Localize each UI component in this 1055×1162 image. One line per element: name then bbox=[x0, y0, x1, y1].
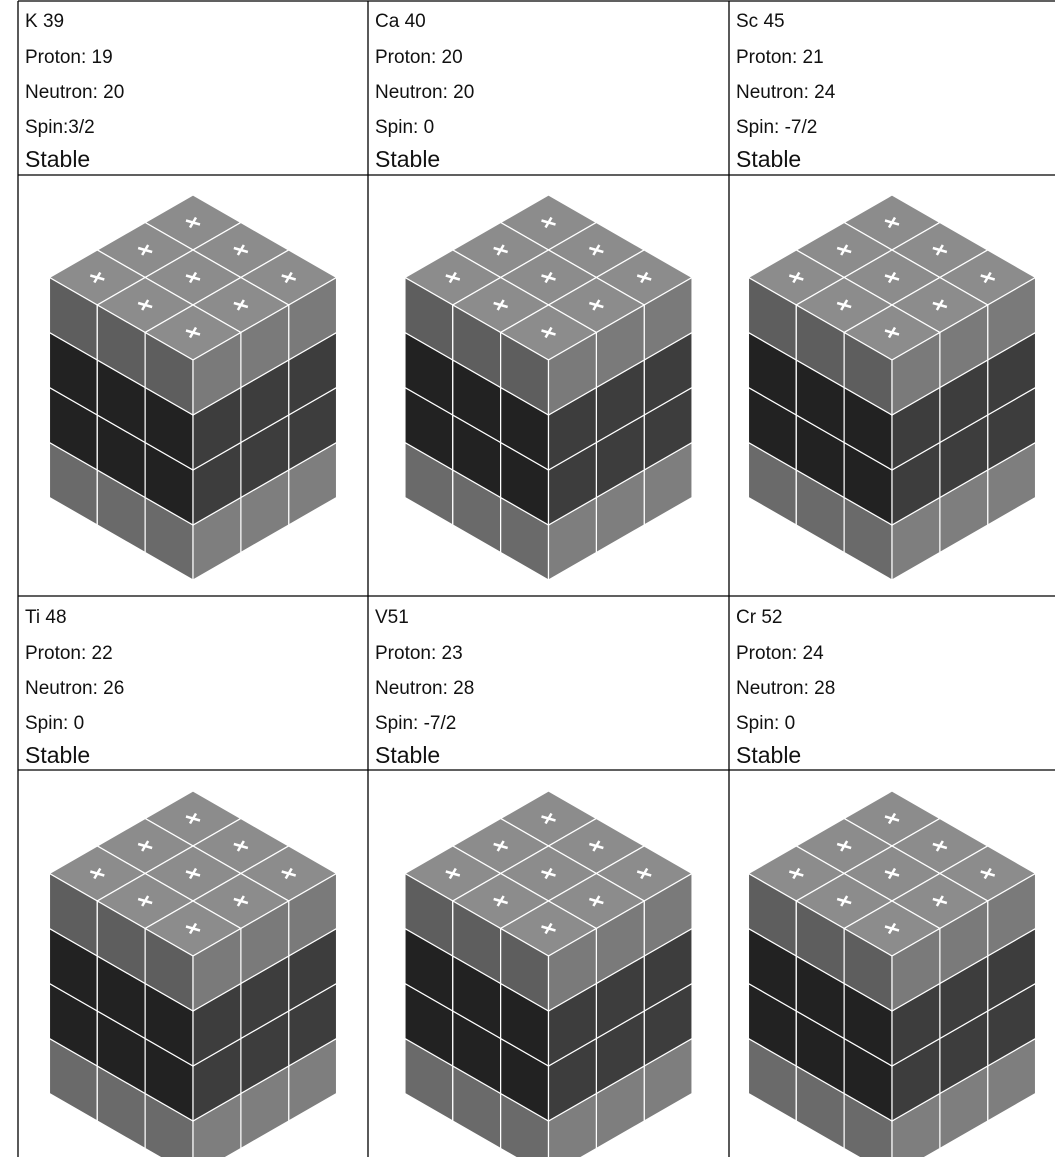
nuclide-property: Spin: -7/2 bbox=[736, 117, 817, 138]
nuclide-property: Spin: 0 bbox=[25, 713, 84, 734]
nuclide-property: Spin:3/2 bbox=[25, 117, 95, 138]
plus-mark bbox=[640, 867, 649, 880]
nuclide-status: Stable bbox=[375, 742, 440, 768]
plus-mark bbox=[93, 867, 102, 880]
plus-mark bbox=[496, 895, 505, 907]
plus-mark bbox=[188, 326, 198, 339]
nuclide-name: V51 bbox=[375, 607, 409, 628]
plus-mark bbox=[544, 812, 553, 825]
plus-mark bbox=[188, 216, 198, 229]
nuclide-status: Stable bbox=[736, 742, 801, 768]
plus-mark bbox=[496, 244, 505, 256]
plus-mark bbox=[236, 840, 245, 852]
cube-right bbox=[547, 331, 597, 417]
nuclide-property: Proton: 19 bbox=[25, 47, 113, 68]
nuclide-status: Stable bbox=[375, 146, 440, 172]
cube-model bbox=[48, 194, 338, 582]
plus-mark bbox=[592, 840, 601, 852]
nuclide-name: Ti 48 bbox=[25, 607, 67, 628]
nuclide-property: Spin: -7/2 bbox=[375, 713, 456, 734]
nuclide-status: Stable bbox=[25, 742, 90, 768]
nuclide-property: Neutron: 24 bbox=[736, 82, 836, 103]
plus-mark bbox=[188, 867, 198, 880]
nuclide-name: Sc 45 bbox=[736, 11, 785, 32]
plus-mark bbox=[592, 244, 601, 256]
plus-mark bbox=[236, 299, 245, 311]
plus-mark bbox=[236, 895, 245, 907]
plus-mark bbox=[188, 922, 198, 935]
cube-right bbox=[891, 927, 941, 1013]
nuclide-property: Spin: 0 bbox=[375, 117, 434, 138]
cube-model bbox=[403, 790, 694, 1162]
plus-mark bbox=[141, 840, 150, 852]
nuclide-property: Neutron: 28 bbox=[736, 678, 835, 699]
plus-mark bbox=[887, 326, 897, 339]
plus-mark bbox=[496, 840, 505, 852]
nuclide-property: Proton: 23 bbox=[375, 643, 463, 664]
plus-mark bbox=[935, 299, 944, 311]
nuclide-property: Neutron: 20 bbox=[25, 82, 124, 103]
plus-mark bbox=[983, 271, 992, 284]
plus-mark bbox=[448, 867, 457, 880]
plus-mark bbox=[141, 299, 150, 311]
plus-mark bbox=[188, 271, 198, 284]
nuclide-name: K 39 bbox=[25, 11, 64, 32]
plus-mark bbox=[544, 216, 553, 229]
plus-mark bbox=[640, 271, 649, 284]
plus-mark bbox=[496, 299, 505, 311]
plus-mark bbox=[887, 271, 897, 284]
plus-mark bbox=[141, 244, 150, 256]
plus-mark bbox=[93, 271, 102, 284]
plus-mark bbox=[792, 867, 801, 880]
nuclide-property: Neutron: 26 bbox=[25, 678, 124, 699]
plus-mark bbox=[544, 922, 553, 935]
nuclide-status: Stable bbox=[736, 146, 801, 172]
nuclide-property: Neutron: 28 bbox=[375, 678, 474, 699]
plus-mark bbox=[236, 244, 245, 256]
plus-mark bbox=[935, 895, 944, 907]
plus-mark bbox=[792, 271, 801, 284]
plus-mark bbox=[840, 299, 849, 311]
nuclide-name: Ca 40 bbox=[375, 11, 426, 32]
plus-mark bbox=[887, 922, 897, 935]
plus-mark bbox=[592, 299, 601, 311]
plus-mark bbox=[840, 244, 849, 256]
plus-mark bbox=[448, 271, 457, 284]
cube-right bbox=[891, 331, 941, 417]
nuclide-property: Proton: 22 bbox=[25, 643, 113, 664]
nuclide-name: Cr 52 bbox=[736, 607, 782, 628]
plus-mark bbox=[544, 271, 553, 284]
plus-mark bbox=[840, 895, 849, 907]
plus-mark bbox=[983, 867, 992, 880]
nuclide-status: Stable bbox=[25, 146, 90, 172]
plus-mark bbox=[935, 244, 944, 256]
plus-mark bbox=[840, 840, 849, 852]
cube-model bbox=[747, 790, 1037, 1162]
plus-mark bbox=[284, 271, 293, 284]
plus-mark bbox=[887, 216, 897, 229]
cube-model bbox=[48, 790, 338, 1162]
plus-mark bbox=[935, 840, 944, 852]
plus-mark bbox=[141, 895, 150, 907]
nuclide-property: Spin: 0 bbox=[736, 713, 795, 734]
plus-mark bbox=[887, 867, 897, 880]
plus-mark bbox=[592, 895, 601, 907]
plus-mark bbox=[188, 812, 198, 825]
plus-mark bbox=[544, 326, 553, 339]
nuclide-property: Proton: 24 bbox=[736, 643, 824, 664]
cube-model bbox=[747, 194, 1037, 582]
plus-mark bbox=[887, 812, 897, 825]
plus-mark bbox=[284, 867, 293, 880]
nuclide-property: Proton: 21 bbox=[736, 47, 824, 68]
cube-right bbox=[547, 927, 597, 1013]
cube-right bbox=[192, 331, 242, 417]
plus-mark bbox=[544, 867, 553, 880]
cube-model bbox=[403, 194, 694, 582]
nuclide-property: Proton: 20 bbox=[375, 47, 463, 68]
cube-right bbox=[192, 927, 242, 1013]
nuclide-property: Neutron: 20 bbox=[375, 82, 474, 103]
